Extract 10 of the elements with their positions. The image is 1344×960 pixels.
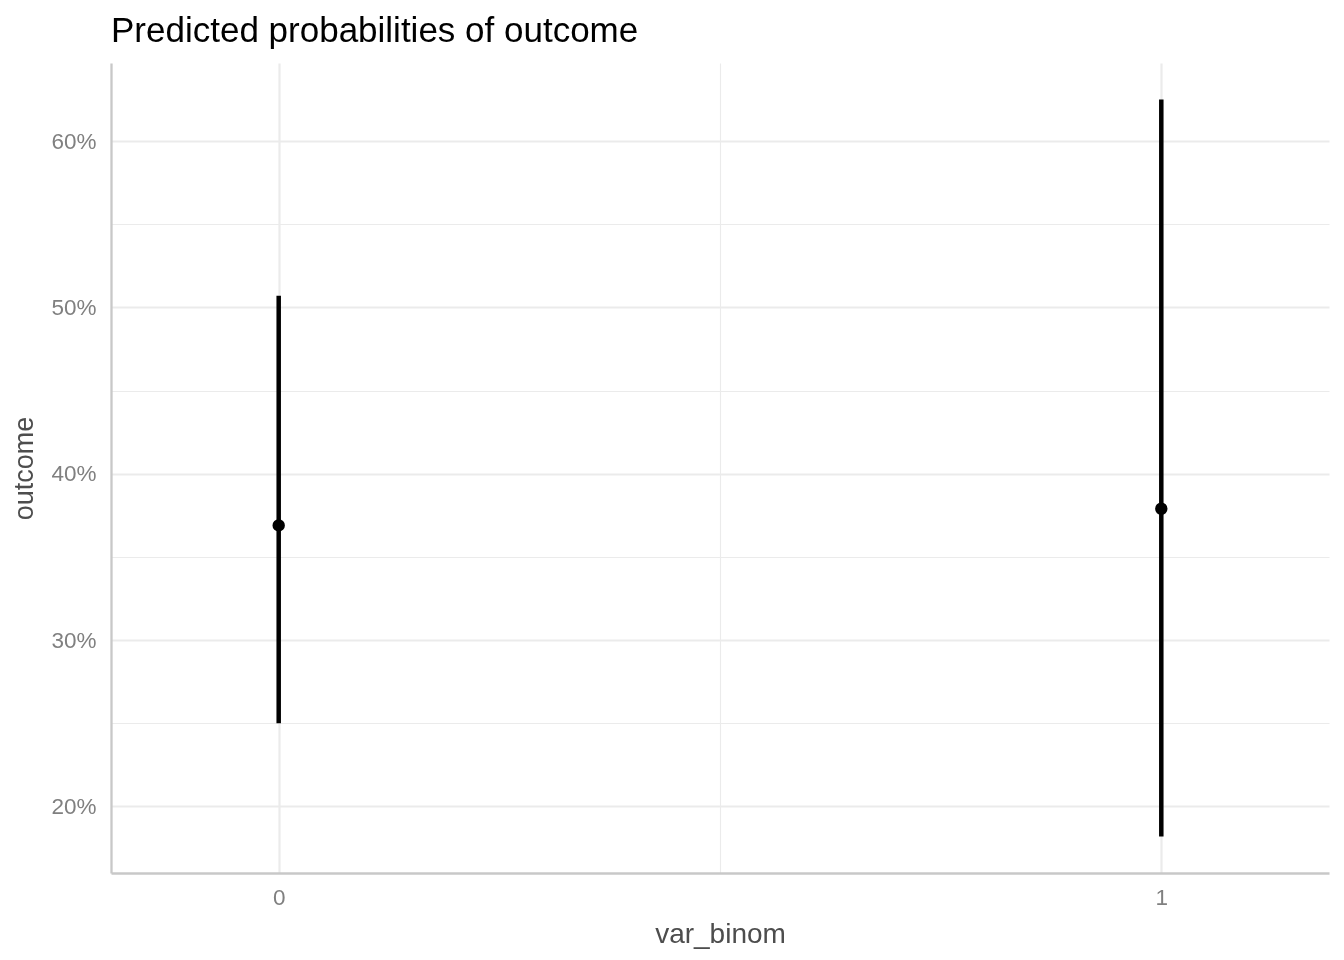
y-axis-title: outcome (9, 416, 40, 521)
x-tick-label: 1 (1155, 884, 1169, 910)
y-tick-label: 30% (51, 627, 97, 653)
x-axis-title: var_binom (655, 918, 786, 949)
x-tick-label: 0 (272, 884, 286, 910)
y-tick-label: 40% (51, 461, 97, 487)
y-tick-label: 60% (51, 128, 97, 154)
chart-title: Predicted probabilities of outcome (111, 10, 639, 49)
y-tick-label: 20% (51, 793, 97, 819)
y-tick-label: 50% (51, 295, 97, 320)
